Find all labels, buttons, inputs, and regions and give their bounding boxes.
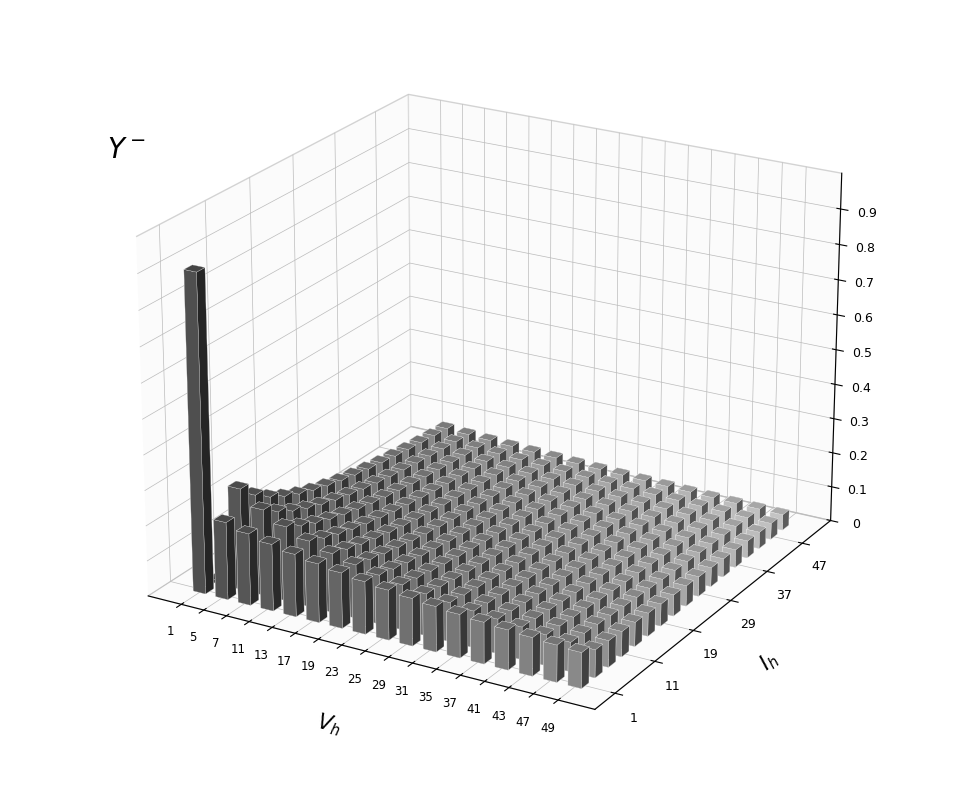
- Text: $Y^-$: $Y^-$: [107, 136, 146, 164]
- Y-axis label: $I_h$: $I_h$: [754, 647, 783, 676]
- X-axis label: $V_h$: $V_h$: [315, 710, 344, 739]
